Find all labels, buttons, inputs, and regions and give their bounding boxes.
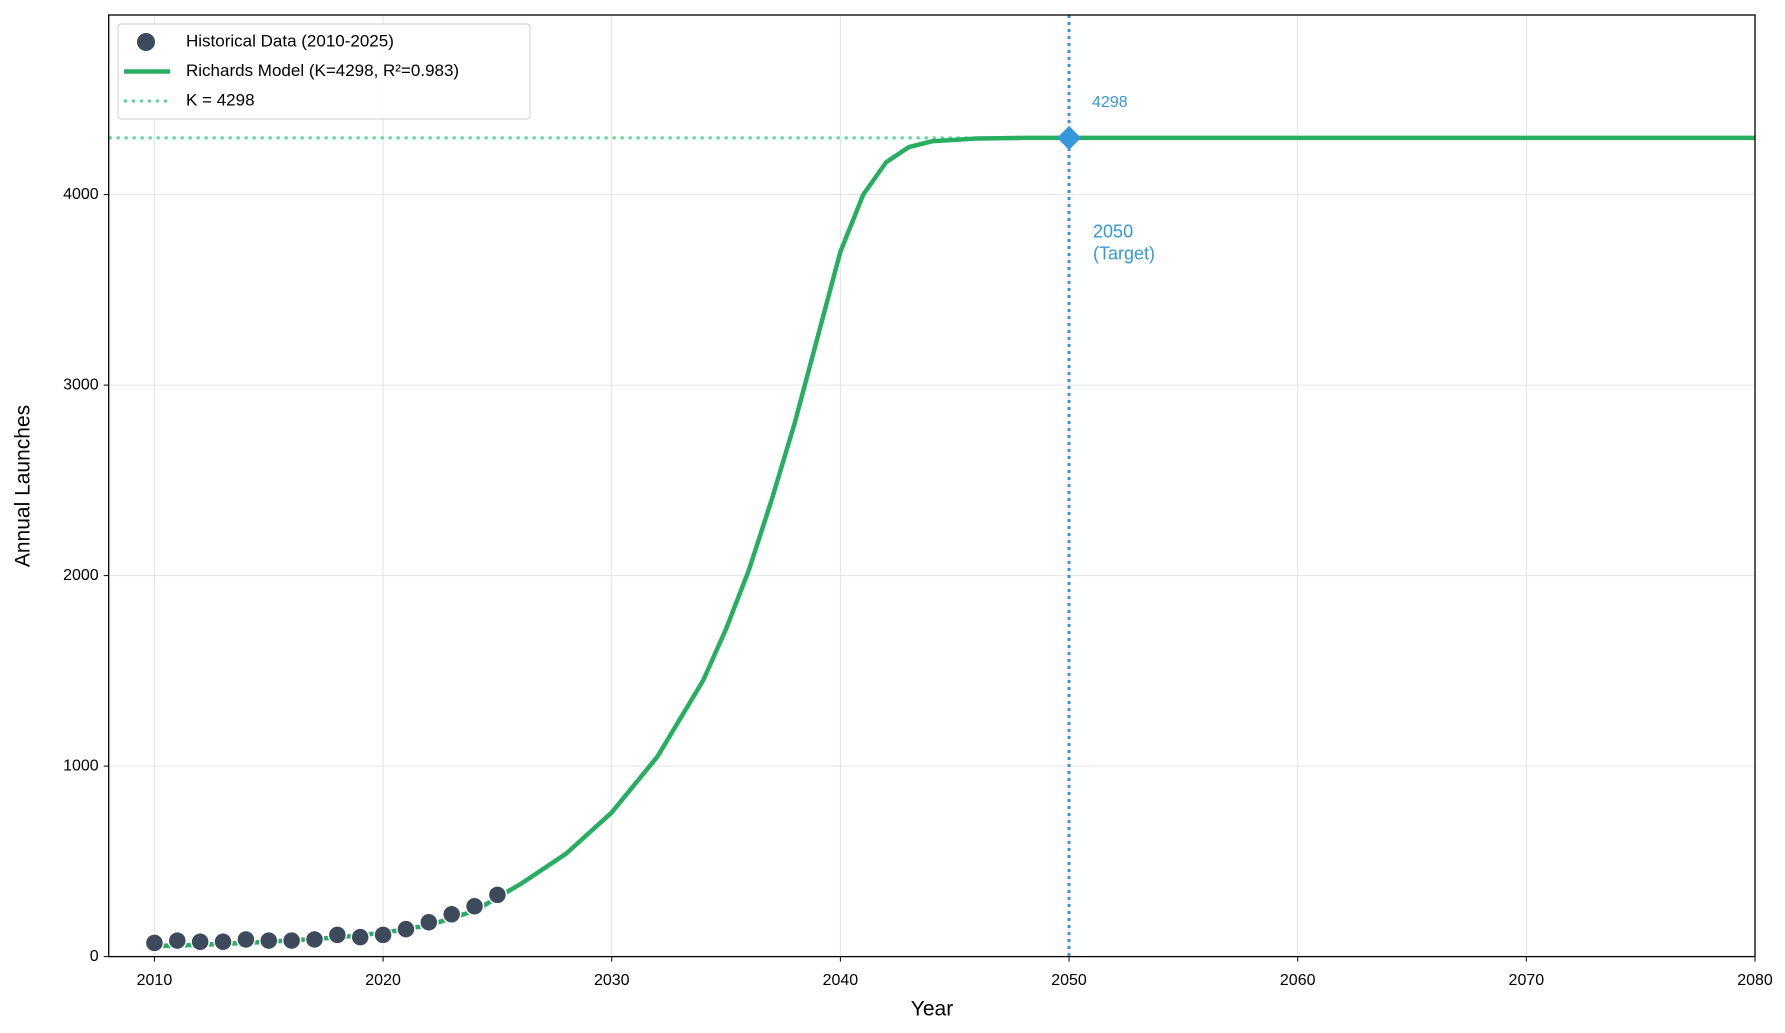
x-tick-label: 2070 <box>1509 972 1545 989</box>
data-point <box>464 896 485 917</box>
legend-marker <box>137 33 155 51</box>
x-tick-label: 2060 <box>1280 972 1316 989</box>
legend-box <box>117 23 531 120</box>
legend: Historical Data (2010-2025) Richards Mode… <box>117 23 531 120</box>
data-point <box>236 929 256 950</box>
data-point <box>190 931 210 952</box>
legend-label: Historical Data (2010-2025) <box>186 31 394 50</box>
x-tick-label: 2030 <box>594 972 630 989</box>
legend-label: Richards Model (K=4298, R²=0.983) <box>186 61 459 80</box>
target-marker <box>1057 125 1082 150</box>
y-tick-label: 0 <box>90 948 99 965</box>
data-point <box>373 925 393 945</box>
y-axis-label: Annual Launches <box>12 405 35 567</box>
data-point <box>487 885 508 905</box>
target-value-label: 4298 <box>1092 94 1128 111</box>
x-tick-label: 2080 <box>1737 972 1773 989</box>
y-tick-label: 4000 <box>63 186 99 203</box>
data-point <box>144 933 165 953</box>
x-axis-label: Year <box>911 998 953 1021</box>
data-point <box>304 929 325 950</box>
data-point <box>327 925 348 945</box>
x-tick-label: 2050 <box>1051 972 1087 989</box>
data-point <box>281 930 302 951</box>
target-annotation: (Target) <box>1093 244 1155 264</box>
y-tick-label: 2000 <box>63 567 99 584</box>
data-point <box>259 930 279 951</box>
data-point <box>350 927 370 947</box>
data-point <box>396 919 416 939</box>
x-tick-label: 2020 <box>365 972 401 989</box>
y-tick-label: 1000 <box>63 757 99 774</box>
data-point <box>167 930 188 951</box>
data-point <box>441 904 462 925</box>
x-tick-label: 2040 <box>823 972 859 989</box>
data-point <box>419 912 439 933</box>
legend-label: K = 4298 <box>186 90 255 109</box>
model-line <box>154 135 1755 949</box>
y-tick-label: 3000 <box>63 376 99 393</box>
x-tick-label: 2010 <box>137 972 173 989</box>
plot-frame <box>108 14 1756 958</box>
data-point <box>213 931 233 952</box>
target-annotation: 2050 <box>1093 222 1133 242</box>
